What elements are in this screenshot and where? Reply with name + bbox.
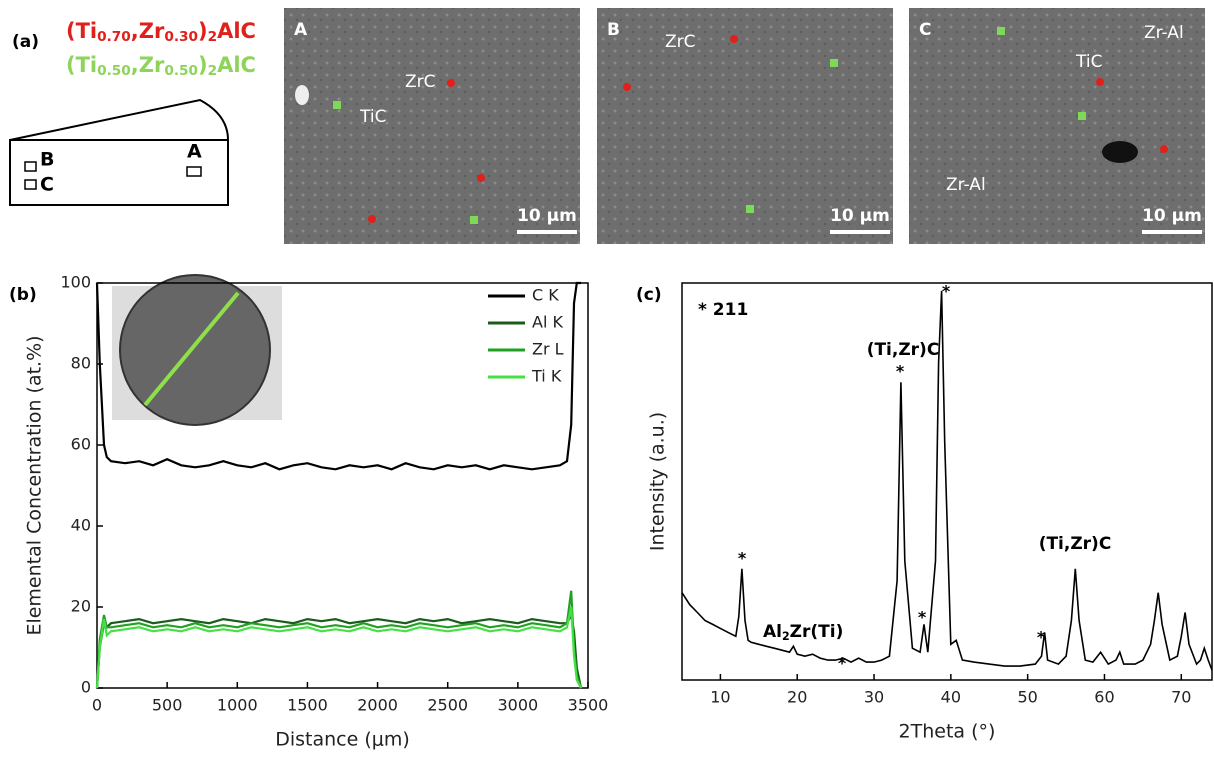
annotation: * [1037,628,1046,647]
x-tick-label: 70 [1171,688,1191,707]
panel-label: (a) [12,32,39,52]
x-tick-label: 10 [710,688,730,707]
x-tick-label: 60 [1094,688,1114,707]
annotation: * [738,549,747,568]
legend-label: C K [532,286,559,305]
formula-part: 2 [208,63,218,79]
annotation: * [942,282,951,301]
x-axis-label: Distance (μm) [275,729,410,751]
annotation-part: Zr(Ti) [790,622,844,642]
annotation-part: 2 [782,630,790,643]
formula-part: ) [198,53,208,77]
phase-label: ZrC [665,32,696,52]
legend-label: Zr L [532,340,564,359]
y-tick-label: 20 [71,597,91,616]
phase-label: Zr-Al [946,175,986,195]
y-tick-label: 0 [81,678,91,697]
data-line [681,290,1213,671]
sem-images [284,8,1205,244]
formula-part: 2 [208,29,218,45]
data-line [95,606,582,689]
scale-label: 10 μm [1142,206,1202,226]
markers [333,27,1168,224]
y-axis-label: Elemental Concentration (at.%) [24,335,46,635]
formula: (Ti0.70,Zr0.30)2AlC [66,19,256,45]
formula-part: ) [198,19,208,43]
content: (a) (Ti0.70,Zr0.30)2AlC(Ti0.50,Zr0.50)2Al… [9,19,1213,751]
formula-part: 0.50 [164,63,198,79]
scale-label: 10 μm [517,206,577,226]
x-tick-label: 2000 [357,696,398,715]
data-line [95,281,581,471]
y-axis-label: Intensity (a.u.) [647,412,669,551]
legend-label: Ti K [531,367,562,386]
scale-bar [1142,230,1202,234]
phase-label: ZrC [405,72,436,92]
scale-bar [830,230,890,234]
annotation: (Ti,Zr)C [1039,534,1112,554]
annotation: Al2Zr(Ti) [763,622,843,643]
schematic [9,98,230,206]
legend-label: Al K [532,313,563,332]
panel-label: (b) [9,285,37,305]
x-tick-label: 20 [787,688,807,707]
annotation: * 211 [698,300,748,320]
x-tick-label: 40 [941,688,961,707]
x-tick-label: 3500 [568,696,609,715]
x-tick-label: 2500 [427,696,468,715]
x-tick-label: 0 [92,696,102,715]
y-tick-label: 60 [71,435,91,454]
formula-part: 0.30 [164,29,198,45]
scale-label: 10 μm [830,206,890,226]
phase-label: Zr-Al [1144,23,1184,43]
y-tick-label: 80 [71,354,91,373]
x-tick-label: 3000 [497,696,538,715]
x-tick-label: 30 [864,688,884,707]
inset [112,274,282,426]
data-line [95,590,583,689]
plot-frame [681,282,1213,681]
image-letter: C [919,20,931,40]
formula-part: AlC [217,53,256,77]
formula-part: 0.70 [97,29,131,45]
schematic-label: A [187,141,202,163]
scale-bar [517,230,577,234]
formula-part: 0.50 [97,63,131,79]
annotation: * [896,362,905,381]
image-letter: A [294,20,308,40]
formula-part: ,Zr [131,19,165,43]
data-line [95,611,583,689]
phase-label: TiC [359,107,386,127]
annotation-part: Al [763,622,782,642]
y-tick-label: 100 [60,273,91,292]
annotation: (Ti,Zr)C [867,340,940,360]
formula-part: (Ti [66,53,97,77]
panel-label: (c) [636,285,662,305]
x-tick-label: 1500 [287,696,328,715]
y-tick-label: 40 [71,516,91,535]
schematic-label: C [40,174,54,196]
x-tick-label: 500 [152,696,183,715]
x-tick-label: 1000 [217,696,258,715]
x-tick-label: 50 [1017,688,1037,707]
formula-part: (Ti [66,19,97,43]
plot-frame [96,282,589,689]
phase-label: TiC [1075,52,1102,72]
annotation: * [838,654,847,673]
image-letter: B [607,20,620,40]
schematic-label: B [40,149,54,171]
annotation: * [918,608,927,627]
formula-part: AlC [217,19,256,43]
formula: (Ti0.50,Zr0.50)2AlC [66,53,256,79]
formula-part: ,Zr [131,53,165,77]
x-axis-label: 2Theta (°) [899,721,996,743]
